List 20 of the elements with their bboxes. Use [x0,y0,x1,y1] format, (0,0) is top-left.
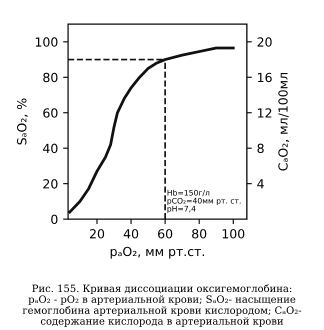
y2-tick-label: 8 [257,144,264,154]
x-tick-label: 60 [158,229,172,239]
y-tick-label: 20 [43,179,58,189]
x-tick-label: 100 [222,229,244,239]
y-axis-title: SₐO₂, % [17,98,28,145]
y-tick-label: 80 [43,72,58,82]
y-tick-label: 40 [43,144,58,154]
x-tick-label: 80 [192,229,206,239]
x-tick-label: 20 [90,229,104,239]
y-tick-label: 100 [36,37,58,47]
x-tick-label: 40 [124,229,138,239]
y2-axis-title: CₐO₂, мл/100мл [278,72,290,171]
x-axis-title: pₐO₂, мм рт.ст. [110,246,204,259]
y2-tick-label: 16 [258,72,272,82]
y2-tick-label: 12 [258,108,272,118]
y2-tick-label: 20 [258,37,272,47]
y-tick-label: 0 [51,214,58,224]
y-tick-label: 60 [43,108,58,118]
text: Рис. 155. Кривая диссоциации оксигемоглобина: pₐO₂ - pO₂ в артериальной крови; SₐO₂- насыщение гемоглобина артериальной крови кислородом; CₐO₂- содержание кислорода в артериальной крови [22,284,302,327]
y2-tick-label: 4 [257,179,264,188]
